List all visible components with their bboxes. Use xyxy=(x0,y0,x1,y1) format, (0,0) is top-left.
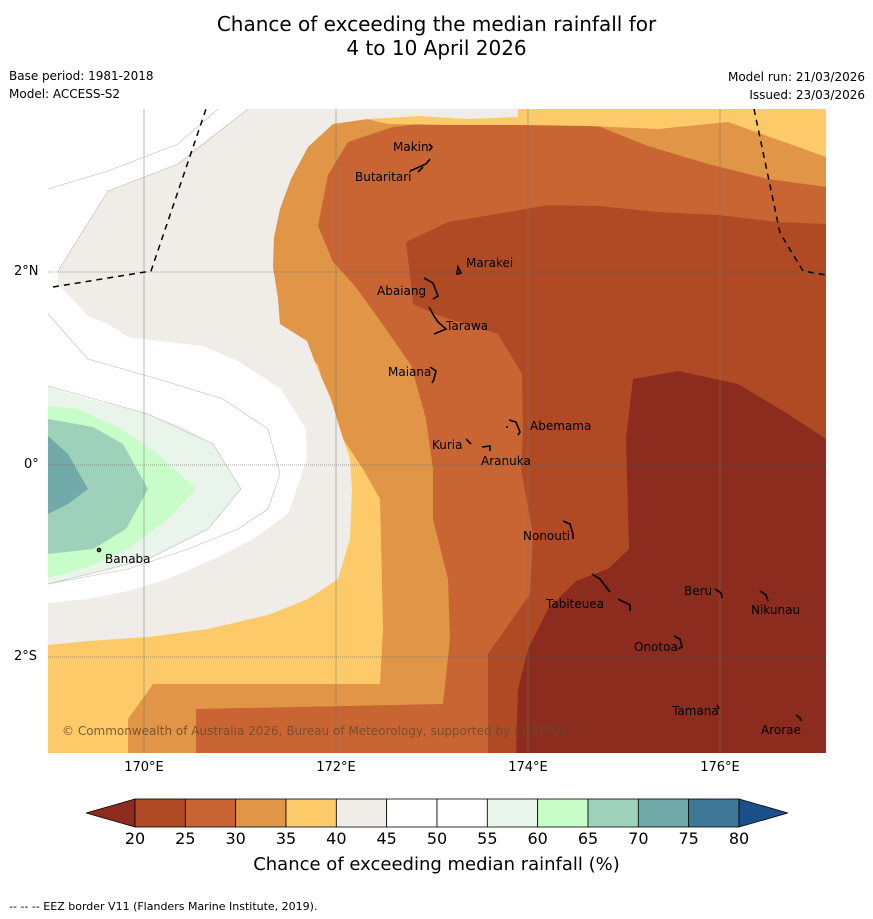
colorbar-tick-label: 25 xyxy=(175,829,196,848)
title-line-1: Chance of exceeding the median rainfall … xyxy=(216,12,657,36)
lon-label-170: 170°E xyxy=(124,760,164,775)
island-labels: Makin Butaritari Marakei Abaiang Tarawa … xyxy=(105,140,801,737)
label-makin: Makin xyxy=(393,140,429,154)
lat-label-2s: 2°S xyxy=(14,649,38,664)
label-kuria: Kuria xyxy=(432,438,463,452)
label-nikunau: Nikunau xyxy=(751,603,800,617)
model-name: Model: ACCESS-S2 xyxy=(9,87,121,101)
island-abaiang xyxy=(423,277,439,300)
colorbar xyxy=(86,798,788,828)
colorbar-tick-label: 55 xyxy=(477,829,498,848)
contour-lines xyxy=(48,109,281,585)
colorbar-tick-label: 50 xyxy=(426,829,448,848)
island-nikunau xyxy=(759,590,769,602)
lon-label-174: 174°E xyxy=(508,760,548,775)
lat-label-0: 0° xyxy=(24,457,39,472)
label-abemama: Abemama xyxy=(530,419,591,433)
map-title: Chance of exceeding the median rainfall … xyxy=(0,12,873,60)
island-outlines xyxy=(96,143,802,722)
colorbar-tick-label: 65 xyxy=(577,829,599,848)
label-marakei: Marakei xyxy=(466,256,513,270)
colorbar-tick-label: 45 xyxy=(376,829,397,848)
island-makin xyxy=(428,143,434,152)
rainfall-map: Makin Butaritari Marakei Abaiang Tarawa … xyxy=(48,109,826,753)
colorbar-title: Chance of exceeding median rainfall (%) xyxy=(253,854,620,875)
issued-date: Issued: 23/03/2026 xyxy=(749,88,865,102)
model-run: Model run: 21/03/2026 xyxy=(727,70,865,84)
island-nonouti xyxy=(562,520,574,539)
label-beru: Beru xyxy=(684,584,712,598)
colorbar-segment xyxy=(285,798,337,828)
island-onotoa xyxy=(673,635,683,650)
label-aranuka: Aranuka xyxy=(481,454,531,468)
colorbar-tick-label: 40 xyxy=(326,829,347,848)
label-tamana: Tamana xyxy=(671,704,719,718)
lat-label-2n: 2°N xyxy=(14,264,39,279)
island-kuria xyxy=(465,438,472,445)
colorbar-segment xyxy=(184,798,237,828)
label-banaba: Banaba xyxy=(105,552,151,566)
colorbar-segment xyxy=(436,798,488,828)
meta-left: Base period: 1981-2018 Model: ACCESS-S2 xyxy=(9,67,154,103)
island-marakei xyxy=(456,264,463,276)
colorbar-segment xyxy=(587,798,639,828)
band-70 xyxy=(48,436,88,514)
label-abaiang: Abaiang xyxy=(377,284,426,298)
island-abemama xyxy=(506,419,521,436)
label-tarawa: Tarawa xyxy=(445,319,488,333)
title-line-2: 4 to 10 April 2026 xyxy=(346,36,527,60)
meridians xyxy=(143,109,721,753)
colorbar-tick-label: 70 xyxy=(628,829,649,848)
gridlines xyxy=(48,271,826,658)
label-butaritari: Butaritari xyxy=(355,170,412,184)
colorbar-tick-label: 35 xyxy=(275,829,297,848)
label-arorae: Arorae xyxy=(761,723,801,737)
band-65 xyxy=(48,419,148,554)
island-tarawa xyxy=(428,306,448,335)
island-arorae xyxy=(795,714,802,722)
label-nonouti: Nonouti xyxy=(523,529,570,543)
colorbar-tick-label: 60 xyxy=(527,829,548,848)
colorbar-segment xyxy=(486,798,539,828)
colorbar-segment xyxy=(134,798,186,828)
colorbar-tick-label: 75 xyxy=(678,829,699,848)
colorbar-segment xyxy=(335,798,388,828)
island-tabiteuea xyxy=(591,573,631,611)
colorbar-segment xyxy=(637,798,690,828)
meta-right: Model run: 21/03/2026 Issued: 23/03/2026 xyxy=(728,68,865,104)
colorbar-segment xyxy=(386,798,438,828)
island-tamana xyxy=(716,704,720,710)
colorbar-tick-label: 30 xyxy=(225,829,246,848)
colorbar-segment xyxy=(235,798,287,828)
eez-footnote: -- -- -- EEZ border V11 (Flanders Marine… xyxy=(9,900,318,913)
colorbar-tick-label: 20 xyxy=(124,829,146,848)
island-banaba xyxy=(96,547,102,553)
colorbar-segment xyxy=(688,798,740,828)
lon-label-172: 172°E xyxy=(316,760,356,775)
colorbar-arrow-low xyxy=(86,798,136,828)
eez-border xyxy=(52,109,826,288)
colorbar-arrow-high xyxy=(738,798,788,828)
island-butaritari xyxy=(409,158,431,173)
island-maiana xyxy=(429,366,437,384)
island-aranuka xyxy=(481,445,491,451)
lon-label-176: 176°E xyxy=(700,760,740,775)
label-tabiteuea: Tabiteuea xyxy=(545,597,604,611)
label-maiana: Maiana xyxy=(388,365,431,379)
label-onotoa: Onotoa xyxy=(634,640,678,654)
island-beru xyxy=(714,588,723,599)
copyright-notice: © Commonwealth of Australia 2026, Bureau… xyxy=(62,724,568,738)
colorbar-segment xyxy=(537,798,589,828)
base-period: Base period: 1981-2018 xyxy=(9,69,154,83)
colorbar-tick-label: 80 xyxy=(728,829,750,848)
